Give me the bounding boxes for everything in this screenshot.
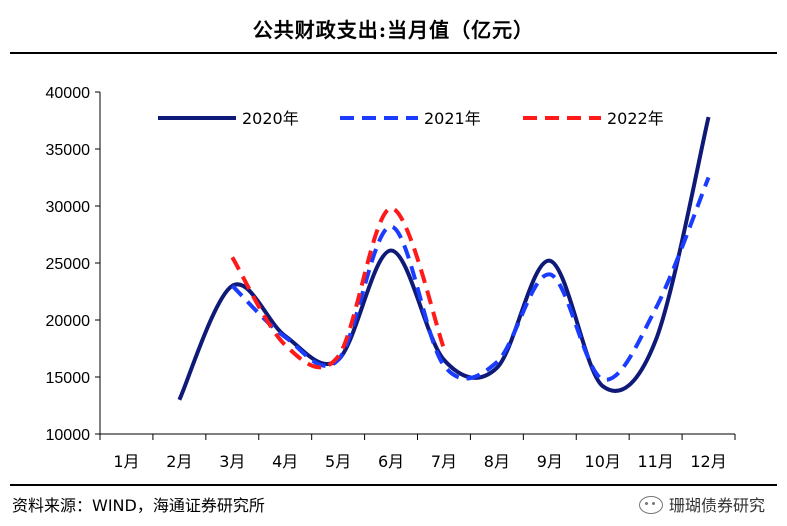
legend-label: 2022年 [607,109,664,128]
x-tick-label: 9月 [537,452,563,471]
x-tick-label: 4月 [272,452,298,471]
y-tick-label: 35000 [46,142,91,159]
series-line-2020年 [177,116,711,401]
legend-label: 2020年 [242,109,299,128]
x-tick-label: 8月 [484,452,510,471]
x-tick-label: 10月 [585,452,621,471]
x-tick-label: 7月 [431,452,457,471]
series-lines [177,116,711,401]
footer-rule [10,484,777,486]
title-rule [10,52,777,54]
x-tick-label: 5月 [325,452,351,471]
x-tick-label: 12月 [690,452,726,471]
x-tick-label: 6月 [378,452,404,471]
x-tick-label: 2月 [166,452,192,471]
series-line-2022年 [230,206,446,370]
legend-label: 2021年 [424,109,481,128]
x-tick-label: 1月 [113,452,139,471]
watermark-text: 珊瑚债券研究 [668,496,765,515]
wechat-icon [638,496,663,514]
chart-title: 公共财政支出:当月值（亿元） [252,18,535,42]
y-tick-label: 10000 [46,427,91,444]
series-line-2021年 [230,176,711,382]
y-tick-label: 30000 [46,199,91,216]
y-tick-label: 15000 [46,370,91,387]
y-tick-label: 25000 [46,256,91,273]
line-chart: 10000 15000 20000 25000 30000 35000 40000 1月 2月 3… [46,85,736,471]
y-tick-label: 20000 [46,313,91,330]
x-tick-label: 3月 [219,452,245,471]
y-tick-label: 40000 [46,85,91,102]
watermark: 珊瑚债券研究 [638,492,765,516]
source-note: 资料来源：WIND，海通证券研究所 [12,496,265,515]
axes: 10000 15000 20000 25000 30000 35000 40000 1月 2月 3… [46,85,736,471]
x-tick-label: 11月 [637,452,673,471]
legend: 2020年 2021年 2022年 [158,109,664,128]
